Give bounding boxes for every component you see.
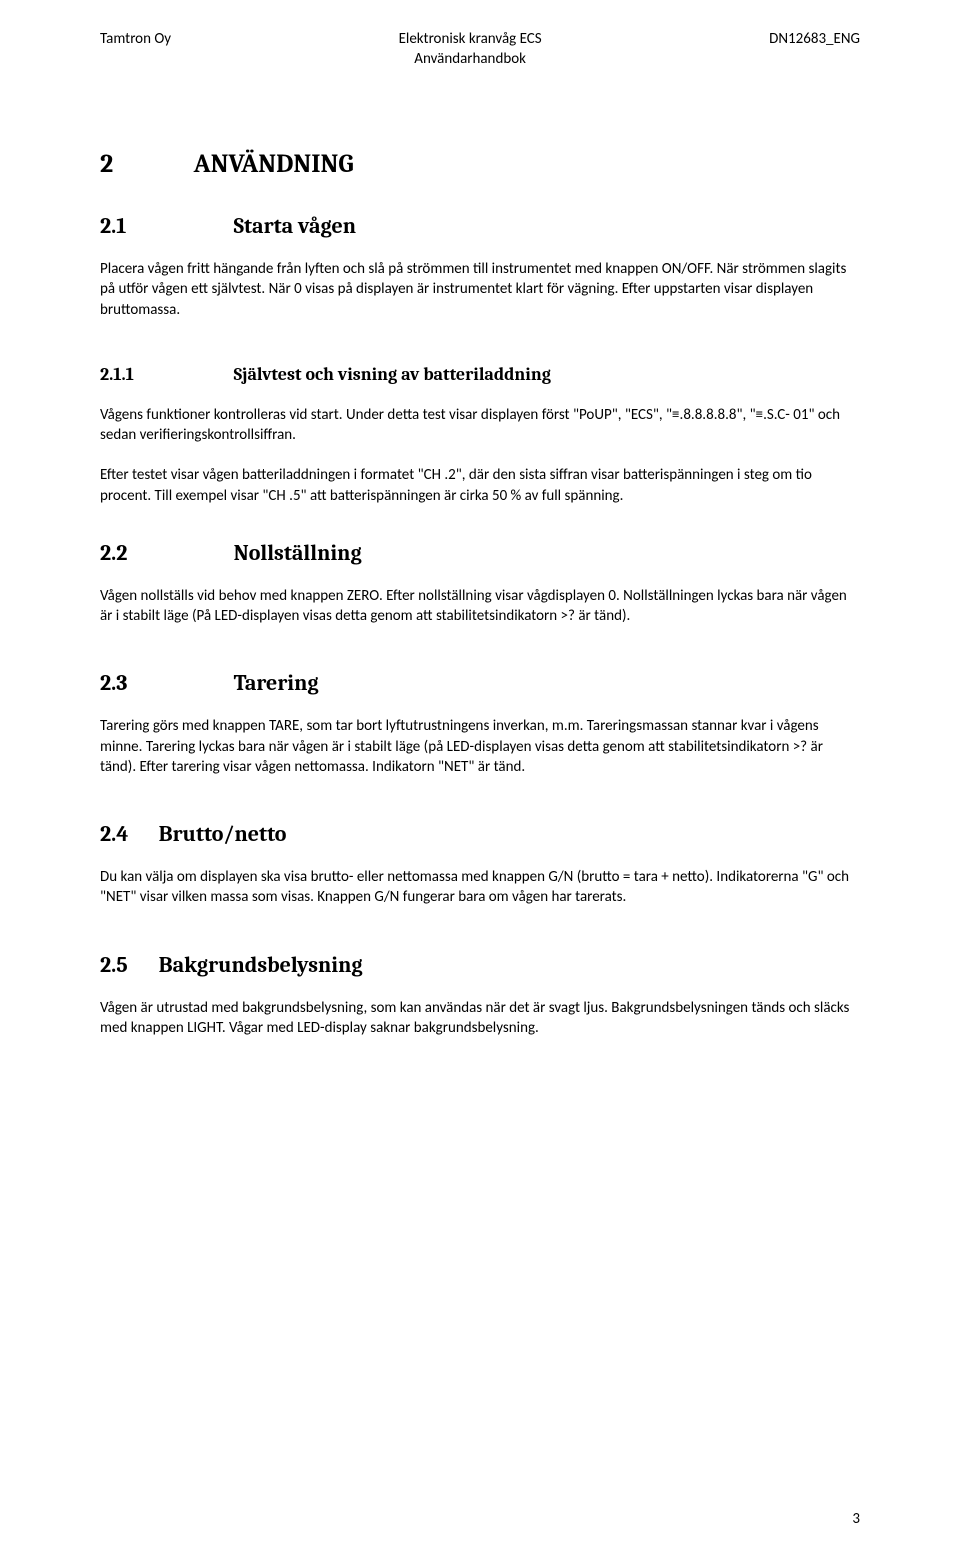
heading-2-2-number: 2.2 (100, 540, 230, 566)
document-header: Tamtron Oy Elektronisk kranvåg ECS Använ… (100, 30, 860, 69)
page-number: 3 (852, 1510, 860, 1528)
paragraph-2-5-a: Vågen är utrustad med bakgrundsbelysning… (100, 998, 860, 1039)
heading-2-3-number: 2.3 (100, 670, 230, 696)
heading-2-2: 2.2 Nollställning (100, 540, 860, 566)
heading-2-3-title: Tarering (234, 670, 319, 696)
header-center-line1: Elektronisk kranvåg ECS (399, 30, 542, 50)
heading-2-1-1: 2.1.1 Självtest och visning av batterila… (100, 364, 860, 385)
header-left: Tamtron Oy (100, 30, 171, 69)
heading-2-1-number: 2.1 (100, 213, 230, 239)
heading-2-2-title: Nollställning (234, 540, 362, 566)
heading-2: 2 ANVÄNDNING (100, 149, 860, 179)
paragraph-2-2-a: Vågen nollställs vid behov med knappen Z… (100, 586, 860, 627)
heading-2-1-1-number: 2.1.1 (100, 364, 230, 385)
heading-2-4-title: Brutto/netto (159, 821, 287, 847)
paragraph-2-3-a: Tarering görs med knappen TARE, som tar … (100, 716, 860, 777)
paragraph-2-4-a: Du kan välja om displayen ska visa brutt… (100, 867, 860, 908)
heading-2-4: 2.4 Brutto/netto (100, 821, 860, 847)
page: Tamtron Oy Elektronisk kranvåg ECS Använ… (0, 0, 960, 1546)
header-right: DN12683_ENG (769, 30, 860, 69)
heading-2-number: 2 (100, 149, 190, 179)
heading-2-5-title: Bakgrundsbelysning (159, 952, 363, 978)
paragraph-2-1-1-b: Efter testet visar vågen batteriladdning… (100, 465, 860, 506)
heading-2-1-1-title: Självtest och visning av batteriladdning (234, 364, 551, 385)
heading-2-3: 2.3 Tarering (100, 670, 860, 696)
paragraph-2-1-a: Placera vågen fritt hängande från lyften… (100, 259, 860, 320)
heading-2-5: 2.5 Bakgrundsbelysning (100, 952, 860, 978)
header-center: Elektronisk kranvåg ECS Användarhandbok (399, 30, 542, 69)
paragraph-2-1-1-a: Vågens funktioner kontrolleras vid start… (100, 405, 860, 446)
heading-2-1: 2.1 Starta vågen (100, 213, 860, 239)
heading-2-4-number: 2.4 (100, 821, 155, 847)
header-center-line2: Användarhandbok (399, 50, 542, 70)
heading-2-5-number: 2.5 (100, 952, 155, 978)
heading-2-title: ANVÄNDNING (194, 149, 354, 179)
heading-2-1-title: Starta vågen (234, 213, 356, 239)
